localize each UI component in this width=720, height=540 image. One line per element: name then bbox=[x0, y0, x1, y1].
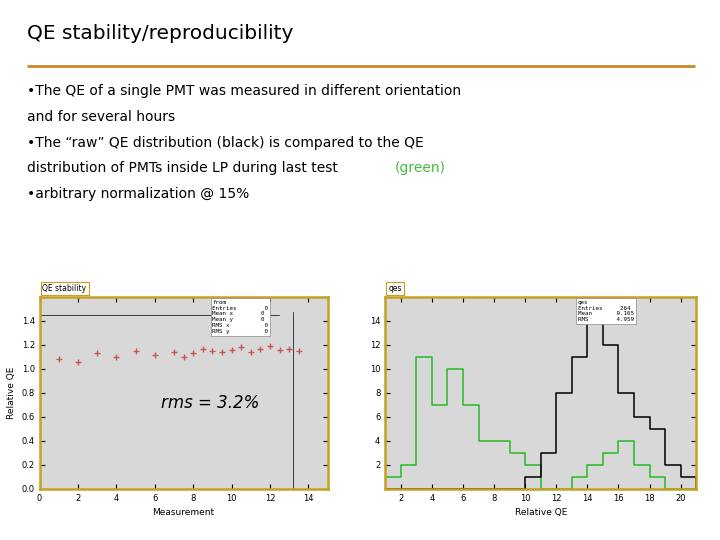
Text: 45: 45 bbox=[678, 518, 700, 534]
X-axis label: Relative QE: Relative QE bbox=[515, 508, 567, 517]
X-axis label: Measurement: Measurement bbox=[153, 508, 215, 517]
Text: distribution of PMTs inside LP during last test: distribution of PMTs inside LP during la… bbox=[27, 161, 343, 176]
Text: (green): (green) bbox=[395, 161, 446, 176]
Text: •The “raw” QE distribution (black) is compared to the QE: •The “raw” QE distribution (black) is co… bbox=[27, 136, 424, 150]
Text: rms = 3.2%: rms = 3.2% bbox=[161, 394, 259, 412]
Text: •arbitrary normalization @ 15%: •arbitrary normalization @ 15% bbox=[27, 187, 250, 201]
Text: from
Entries        0
Mean x        0
Mean y        0
RMS x          0
RMS y    : from Entries 0 Mean x 0 Mean y 0 RMS x 0… bbox=[212, 300, 269, 334]
Text: and for several hours: and for several hours bbox=[27, 110, 176, 124]
Text: QE stability: QE stability bbox=[42, 284, 86, 293]
Text: qes
Entries     264
Mean       9.165
RMS        4.959: qes Entries 264 Mean 9.165 RMS 4.959 bbox=[578, 300, 634, 322]
Text: qes: qes bbox=[388, 284, 402, 293]
Text: QE stability/reproducibility: QE stability/reproducibility bbox=[27, 24, 294, 43]
Text: •The QE of a single PMT was measured in different orientation: •The QE of a single PMT was measured in … bbox=[27, 84, 462, 98]
Y-axis label: Relative QE: Relative QE bbox=[7, 367, 16, 419]
